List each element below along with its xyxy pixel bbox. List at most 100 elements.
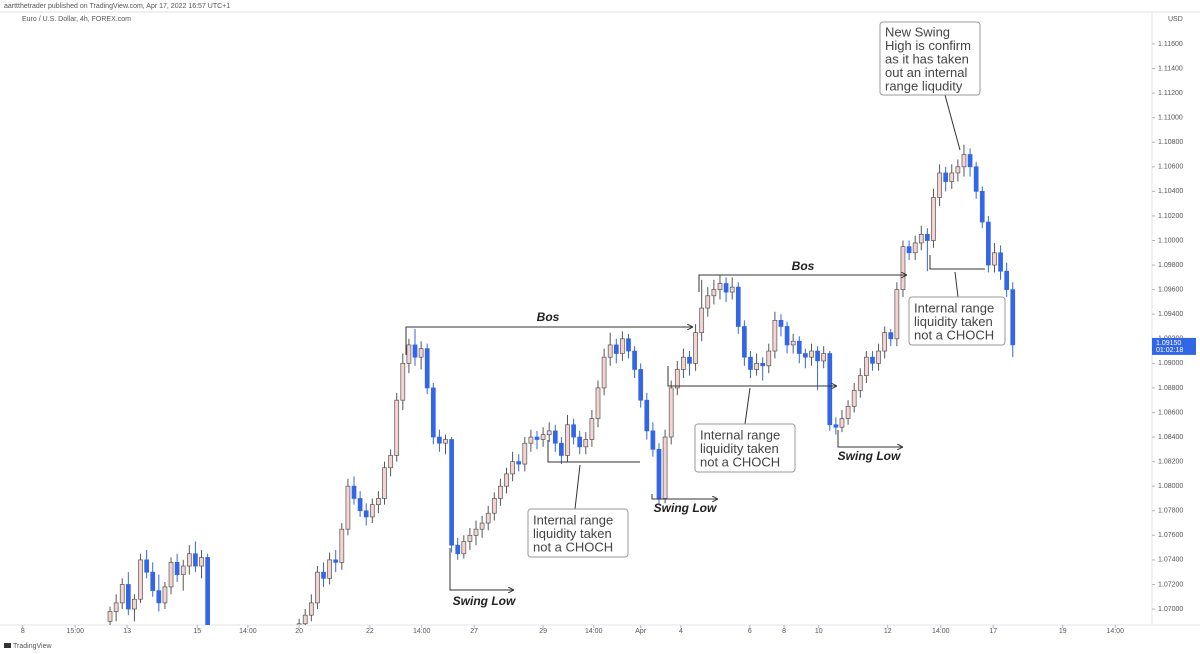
candle-body (107, 611, 113, 622)
candle-body (418, 348, 424, 358)
candle-body (723, 283, 729, 293)
candle-body (681, 356, 686, 370)
y-tick-label: 1.07200 (1158, 581, 1183, 588)
candle-body (333, 559, 339, 563)
candle-body (412, 344, 418, 358)
candle-body (443, 439, 448, 444)
candle-body (717, 283, 723, 290)
y-tick-label: 1.11400 (1158, 65, 1183, 72)
y-tick-label: 1.11200 (1158, 90, 1183, 97)
candle-body (796, 340, 802, 354)
brand: TradingView (13, 643, 52, 650)
candle-body (424, 348, 430, 389)
candle-body (186, 553, 192, 567)
candle-body (400, 362, 406, 401)
y-tick-label: 1.10200 (1158, 213, 1183, 220)
candle-body (522, 442, 528, 465)
x-tick-label: 29 (539, 628, 547, 635)
candle-body (754, 362, 759, 370)
internal-range-line (667, 366, 836, 386)
candle-body (943, 172, 949, 182)
x-tick-label: 14:00 (1106, 628, 1124, 635)
candle-body (583, 439, 589, 448)
candle-body (967, 154, 973, 168)
candle-body (705, 295, 711, 309)
candle-body (760, 362, 766, 367)
candle-body (674, 369, 680, 389)
note-text: High is confirm (885, 38, 971, 53)
candle-body (748, 356, 753, 370)
x-tick-label: 19 (1059, 628, 1067, 635)
x-tick-label: 10 (815, 628, 823, 635)
candle-body (876, 350, 881, 364)
y-tick-label: 1.08800 (1158, 385, 1183, 392)
candle-body (571, 424, 576, 438)
connector (944, 94, 961, 151)
price-label: 1.09150 (1156, 340, 1181, 347)
swing-low-line (651, 494, 717, 499)
countdown: 01:02:18 (1156, 347, 1183, 354)
candle-body (833, 424, 839, 428)
candle-body (516, 461, 522, 465)
candle-body (784, 326, 790, 346)
note-text: as it has taken (885, 51, 969, 66)
internal-range-line (547, 440, 640, 463)
note-box (879, 21, 981, 96)
x-tick-label: Apr (635, 628, 647, 635)
candle-body (827, 353, 833, 426)
note-text: liquidity taken (533, 526, 612, 541)
candle-body (925, 234, 930, 241)
candle-body (772, 319, 778, 352)
x-tick-label: 15 (193, 628, 201, 635)
candle-body (321, 571, 326, 579)
swing-low-label: Swing Low (654, 501, 717, 515)
y-tick-label: 1.08600 (1158, 409, 1183, 416)
candle-body (193, 553, 198, 567)
candle-body (150, 571, 156, 591)
candle-body (937, 172, 942, 198)
candle-body (650, 430, 656, 450)
bos-line (405, 327, 692, 355)
y-tick-label: 1.11000 (1158, 114, 1183, 121)
candle-body (711, 289, 717, 297)
x-tick-label: 8 (21, 628, 25, 635)
candle-body (735, 286, 741, 327)
candle-body (662, 436, 668, 499)
candle-body (656, 448, 662, 499)
candle-body (644, 399, 650, 432)
candle-body (632, 350, 637, 370)
candle-body (857, 375, 863, 391)
note-text: range liqudity (885, 78, 963, 93)
candle-body (845, 405, 851, 419)
connector (954, 271, 959, 298)
candle-body (809, 350, 814, 358)
candle-body (546, 430, 552, 435)
candle-body (467, 534, 473, 542)
x-tick-label: 4 (679, 628, 683, 635)
note-text: New Swing (885, 24, 950, 39)
candle-body (327, 559, 332, 579)
candle-body (479, 522, 485, 530)
candle-body (595, 387, 601, 419)
candle-body (180, 565, 186, 575)
currency: USD (1168, 16, 1183, 23)
bos-label: Bos (537, 310, 560, 324)
x-tick-label: 15:00 (66, 628, 84, 635)
y-tick-label: 1.10600 (1158, 164, 1183, 171)
note-box (694, 423, 796, 473)
candle-body (357, 498, 363, 512)
candle-body (461, 541, 467, 555)
y-tick-label: 1.10400 (1158, 188, 1183, 195)
candle-body (992, 252, 997, 266)
x-tick-label: 14:00 (585, 628, 603, 635)
candle-body (742, 326, 747, 358)
note-text: not a CHOCH (533, 539, 613, 554)
candle-body (144, 559, 149, 573)
candle-body (473, 528, 479, 536)
publisher: aarttthetrader published on TradingView.… (4, 3, 230, 10)
candle-body (986, 221, 991, 266)
candle-body (485, 512, 491, 524)
candle-body (961, 154, 967, 168)
price-label-box (1152, 337, 1196, 355)
